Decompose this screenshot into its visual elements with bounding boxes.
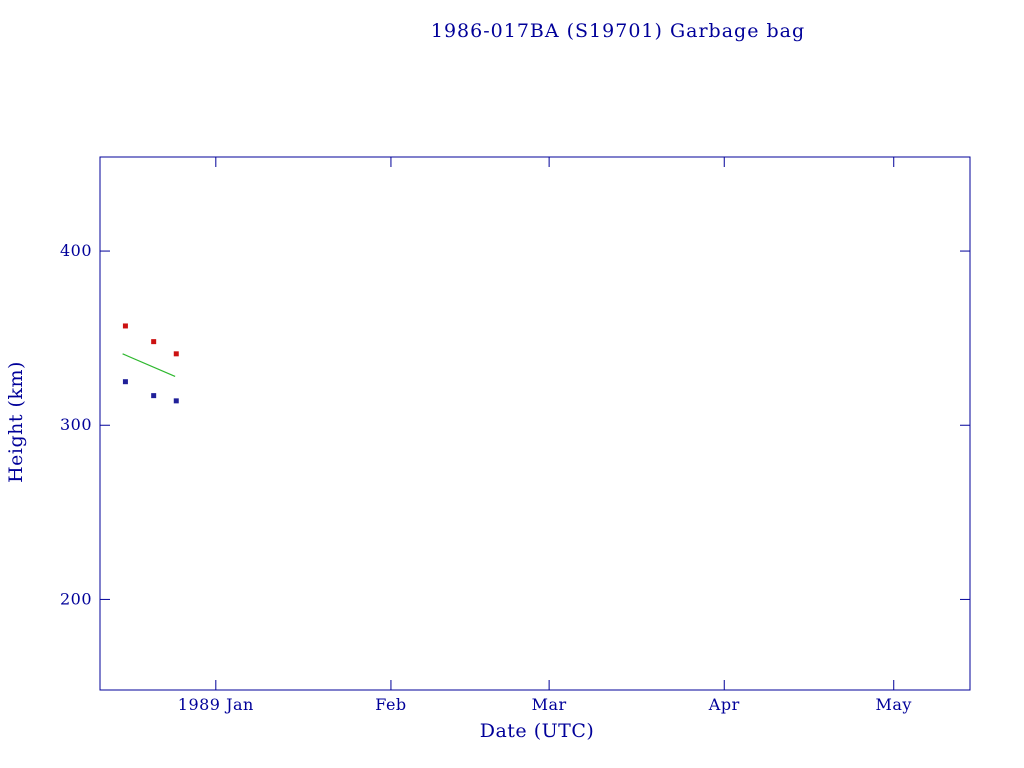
blue-squares-point	[151, 393, 157, 399]
y-tick-label: 200	[60, 589, 92, 608]
x-tick-label: Mar	[532, 695, 567, 714]
x-axis-label: Date (UTC)	[479, 720, 595, 742]
blue-squares-point	[173, 398, 179, 404]
x-tick-label: Feb	[375, 695, 406, 714]
y-tick-label: 300	[60, 415, 92, 434]
plot-frame	[99, 156, 971, 691]
red-squares-point	[173, 351, 179, 357]
x-tick-label: May	[875, 695, 911, 714]
y-tick-label: 400	[60, 241, 92, 260]
x-tick-label: Apr	[708, 695, 740, 714]
x-tick-label: 1989 Jan	[178, 695, 254, 714]
green-trend-line	[122, 353, 176, 378]
red-squares-point	[151, 339, 157, 345]
blue-squares-point	[122, 379, 128, 385]
red-squares-point	[122, 323, 128, 329]
chart-title: 1986-017BA (S19701) Garbage bag	[430, 20, 806, 42]
